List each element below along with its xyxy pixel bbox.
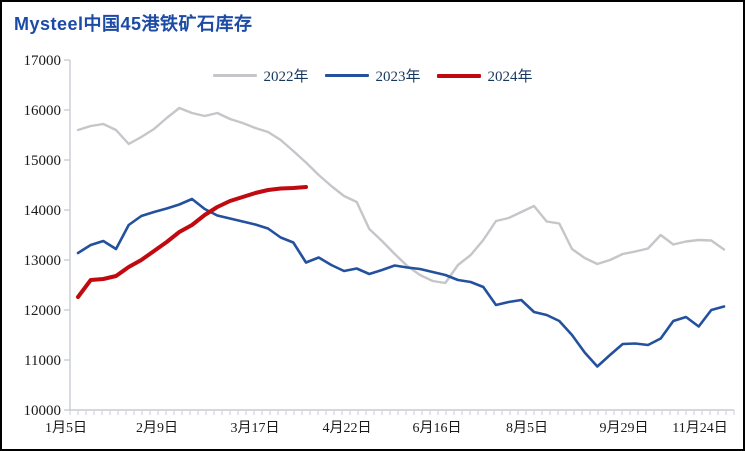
y-tick-label: 17000 (24, 53, 62, 69)
legend-label-2022: 2022年 (263, 69, 309, 85)
series-line-1 (76, 197, 726, 368)
legend-marker-2023 (324, 74, 369, 77)
chart-title: Mysteel中国45港铁矿石库存 (14, 14, 253, 34)
legend-label-2023: 2023年 (375, 69, 421, 85)
legend-item-2023: 2023年 (324, 65, 421, 86)
x-tick-label: 8月5日 (506, 420, 548, 436)
legend-marker-2024 (436, 73, 481, 78)
x-tick-label: 9月29日 (600, 420, 649, 436)
y-tick-label: 15000 (24, 153, 62, 169)
legend-label-2024: 2024年 (487, 69, 533, 85)
y-tick-label: 12000 (24, 303, 62, 319)
x-tick-label: 2月9日 (136, 420, 178, 436)
series-line-0 (76, 106, 726, 285)
y-tick-label: 13000 (24, 253, 62, 269)
x-tick-label: 3月17日 (231, 420, 280, 436)
y-tick-label: 14000 (24, 203, 62, 219)
series-line-2 (76, 185, 308, 299)
legend-item-2024: 2024年 (436, 65, 533, 86)
y-tick-label: 11000 (24, 353, 61, 369)
x-tick-label: 1月5日 (45, 420, 87, 436)
x-tick-label: 4月22日 (323, 420, 372, 436)
legend-item-2022: 2022年 (212, 65, 308, 86)
legend-marker-2022 (212, 74, 257, 77)
x-tick-label: 11月24日 (672, 420, 727, 436)
legend: 2022年 2023年 2024年 (212, 65, 533, 86)
y-tick-label: 16000 (24, 103, 62, 119)
x-tick-label: 6月16日 (413, 420, 462, 436)
y-tick-label: 10000 (24, 403, 62, 419)
